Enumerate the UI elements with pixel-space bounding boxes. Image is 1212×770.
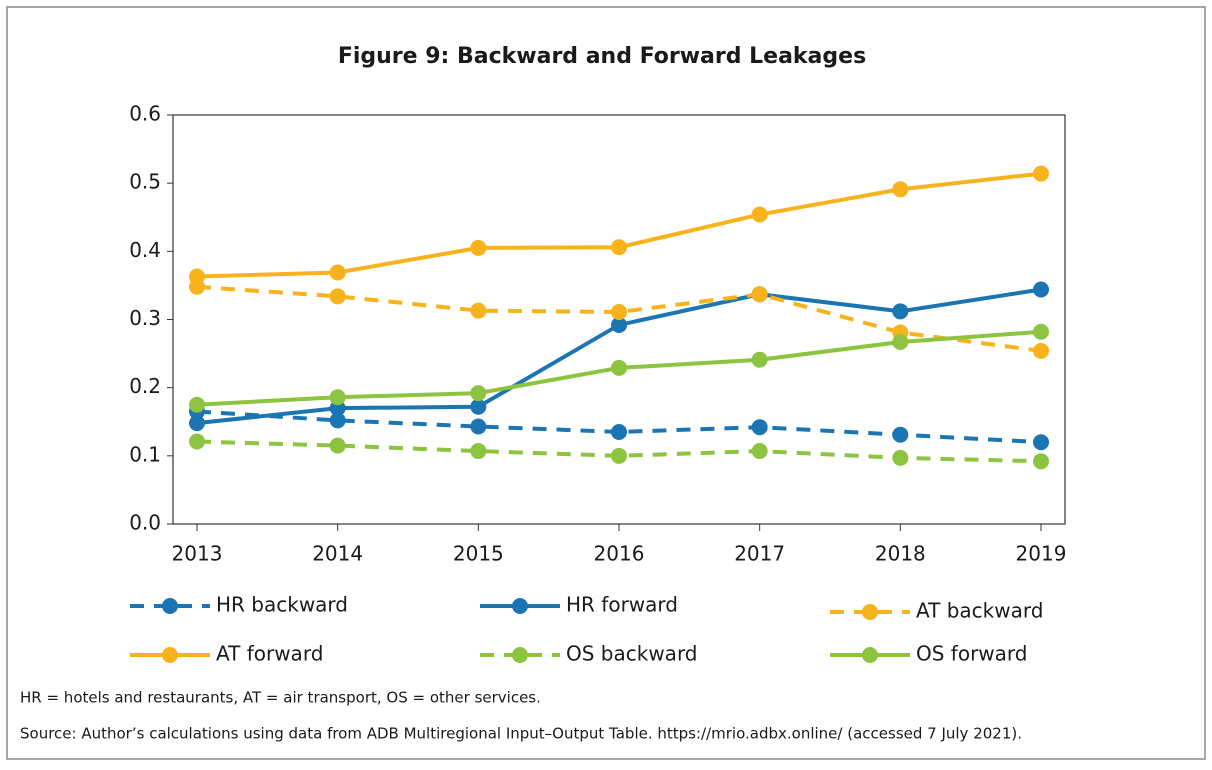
source-note: Source: Author’s calculations using data…: [20, 725, 1022, 743]
marker: [611, 359, 627, 376]
y-tick-label: 0.4: [129, 238, 161, 262]
x-tick-label: 2019: [1016, 542, 1067, 566]
marker: [329, 288, 346, 305]
marker: [1033, 453, 1049, 470]
marker: [611, 239, 627, 256]
marker: [470, 302, 487, 319]
legend-label: AT forward: [216, 642, 323, 666]
legend-marker: [162, 598, 178, 614]
marker: [470, 239, 487, 256]
legend-marker: [512, 598, 528, 614]
legend-label: AT backward: [916, 599, 1043, 623]
x-tick-label: 2015: [453, 542, 504, 566]
figure-border: [6, 6, 1206, 760]
x-tick-label: 2018: [875, 542, 926, 566]
marker: [751, 206, 768, 223]
legend-label: HR backward: [216, 593, 348, 617]
marker: [611, 423, 627, 440]
marker: [329, 264, 346, 281]
marker: [892, 426, 909, 443]
marker: [751, 443, 768, 460]
legend-marker: [862, 647, 878, 663]
x-tick-label: 2017: [734, 542, 785, 566]
legend-label: OS backward: [566, 642, 698, 666]
marker: [470, 418, 487, 435]
series-line: [196, 171, 1042, 279]
marker: [470, 398, 487, 415]
marker: [892, 333, 909, 350]
marker: [611, 447, 627, 464]
marker: [189, 415, 205, 432]
y-tick-label: 0.6: [129, 102, 161, 126]
marker: [329, 412, 346, 429]
marker: [329, 389, 346, 406]
legend-label: HR forward: [566, 593, 678, 617]
marker: [892, 303, 909, 320]
marker: [189, 396, 205, 413]
marker: [189, 433, 205, 450]
legend-marker: [862, 604, 878, 620]
marker: [470, 385, 487, 402]
marker: [1033, 281, 1049, 298]
marker: [892, 449, 909, 466]
marker: [751, 419, 768, 436]
marker: [189, 268, 205, 285]
x-tick-label: 2016: [594, 542, 645, 566]
marker: [1033, 165, 1049, 182]
marker: [1033, 323, 1049, 340]
marker: [329, 437, 346, 454]
marker: [611, 316, 627, 333]
marker: [751, 286, 768, 303]
marker: [470, 443, 487, 460]
y-tick-label: 0.0: [129, 511, 161, 535]
legend-marker: [512, 647, 528, 663]
legend-label: OS forward: [916, 642, 1027, 666]
marker: [751, 351, 768, 368]
marker: [1033, 342, 1049, 359]
x-tick-label: 2013: [172, 542, 223, 566]
legend-marker: [162, 647, 178, 663]
y-tick-label: 0.2: [129, 374, 161, 398]
y-tick-label: 0.3: [129, 306, 161, 330]
marker: [1033, 434, 1049, 451]
note: HR = hotels and restaurants, AT = air tr…: [20, 689, 541, 707]
chart-title: Figure 9: Backward and Forward Leakages: [338, 44, 866, 69]
y-tick-label: 0.5: [129, 170, 161, 194]
marker: [611, 304, 627, 321]
y-tick-label: 0.1: [129, 442, 161, 466]
x-tick-label: 2014: [312, 542, 363, 566]
marker: [892, 181, 909, 198]
